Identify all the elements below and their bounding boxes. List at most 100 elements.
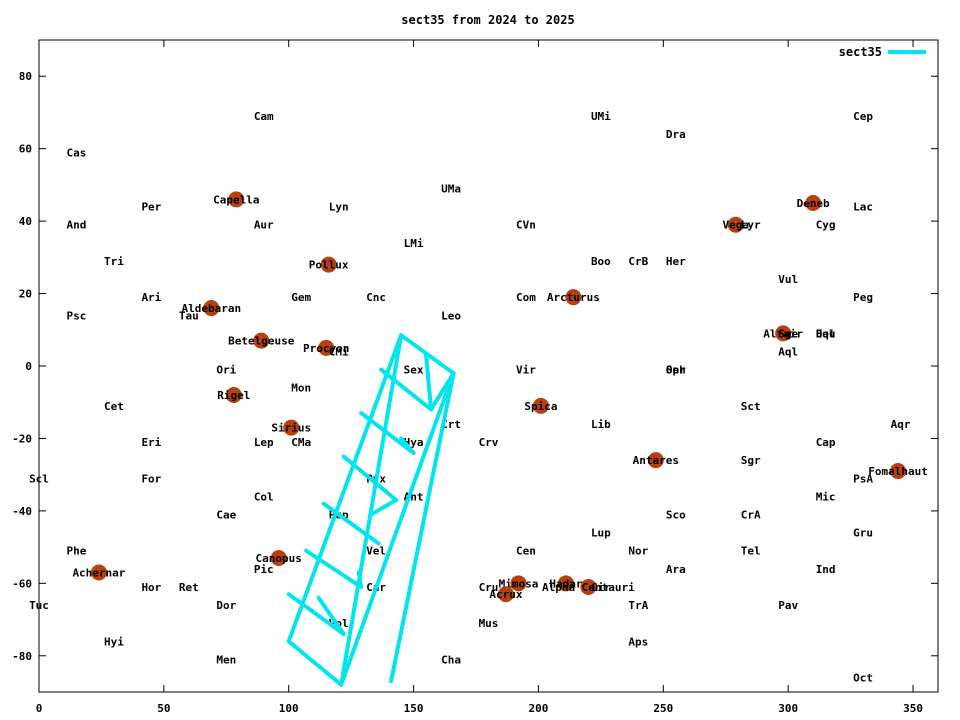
constellation-label: Aps xyxy=(628,635,648,648)
series-segment xyxy=(286,333,404,644)
constellation-label: UMi xyxy=(591,110,611,123)
constellation-label: Equ xyxy=(816,327,836,340)
constellation-label: Crv xyxy=(479,436,499,449)
constellation-label: Pav xyxy=(778,599,798,612)
y-tick-label: -80 xyxy=(12,650,32,663)
constellation-label: Tau xyxy=(179,309,199,322)
constellation-label: Ser xyxy=(666,364,686,377)
constellation-label: TrA xyxy=(628,599,648,612)
constellation-label: Ori xyxy=(216,364,236,377)
constellation-label: Sgr xyxy=(741,454,761,467)
star-marker xyxy=(775,325,792,342)
star-label: Arcturus xyxy=(547,291,600,304)
series-segment xyxy=(379,367,434,412)
constellation-label: Gem xyxy=(291,291,311,304)
star-marker xyxy=(532,397,549,414)
star-marker xyxy=(580,578,597,595)
star-marker xyxy=(320,256,337,273)
constellation-label: CrA xyxy=(741,509,761,522)
constellation-label: CrB xyxy=(628,255,648,268)
constellation-label: Ind xyxy=(816,563,836,576)
constellation-label: Peg xyxy=(853,291,873,304)
constellation-label: Mic xyxy=(816,490,836,503)
series-segment xyxy=(321,501,381,546)
constellation-label: Boo xyxy=(591,255,611,268)
constellation-label: Cet xyxy=(104,400,124,413)
constellation-label: PsA xyxy=(853,472,873,485)
star-marker xyxy=(270,549,287,566)
constellation-label: UMa xyxy=(441,183,461,196)
series-segment xyxy=(359,411,416,455)
y-tick-label: 0 xyxy=(25,360,32,373)
constellation-label: Hyi xyxy=(104,635,124,648)
constellation-label: Vul xyxy=(778,273,798,286)
y-tick-label: -60 xyxy=(12,577,32,590)
constellation-label: Dra xyxy=(666,128,686,141)
star-marker xyxy=(557,575,574,592)
constellation-label: CMi xyxy=(329,346,349,359)
constellation-label: Gru xyxy=(853,527,873,540)
star-label: Canopus xyxy=(256,552,302,565)
constellation-label: Sex xyxy=(404,364,424,377)
constellation-label: Lac xyxy=(853,201,873,214)
star-marker xyxy=(90,564,107,581)
constellation-label: Her xyxy=(666,255,686,268)
star-marker xyxy=(225,386,242,403)
constellation-label: Oph xyxy=(666,364,686,377)
y-tick-label: 60 xyxy=(19,143,32,156)
legend: sect35 xyxy=(839,45,926,59)
star-label: Spica xyxy=(524,400,557,413)
constellation-label: Cas xyxy=(67,146,87,159)
constellation-label: Com xyxy=(516,291,536,304)
constellation-label: Cyg xyxy=(816,219,836,232)
y-tick-label: 40 xyxy=(19,215,32,228)
y-tick-label: -20 xyxy=(12,432,32,445)
constellation-label: Lib xyxy=(591,418,611,431)
constellation-label: Per xyxy=(141,201,161,214)
constellation-label: Phe xyxy=(67,545,87,558)
star-marker xyxy=(497,586,514,603)
constellation-label: Cha xyxy=(441,653,461,666)
constellation-label: Hor xyxy=(141,581,161,594)
star-label: Antares xyxy=(633,454,679,467)
x-tick-label: 100 xyxy=(279,702,299,715)
star-label: Alpha Centauri xyxy=(542,581,635,594)
constellation-label: Aql xyxy=(778,346,798,359)
constellation-label: Ari xyxy=(141,291,161,304)
y-tick-label: -40 xyxy=(12,505,32,518)
constellation-labels: Cam UMi Cep Cas Dra UMa Per Lyn Lac And Aur CVn Cyg L… xyxy=(29,110,911,684)
series-segment xyxy=(304,548,364,589)
constellation-label: Nor xyxy=(628,545,648,558)
star-label: Betelgeuse xyxy=(228,335,295,348)
star-marker xyxy=(203,300,220,317)
star-label: Altair xyxy=(763,327,803,340)
star-label: Procyon xyxy=(303,342,349,355)
constellation-label: Eri xyxy=(141,436,161,449)
constellation-label: Cap xyxy=(816,436,836,449)
series-segment xyxy=(339,333,404,687)
constellation-label: Cen xyxy=(516,545,536,558)
star-label: Rigel xyxy=(217,389,250,402)
chart-title: sect35 from 2024 to 2025 xyxy=(401,13,574,27)
constellation-label: Ret xyxy=(179,581,199,594)
constellation-label: Oct xyxy=(853,672,873,685)
star-label: Vega xyxy=(722,219,749,232)
series-segment xyxy=(286,639,344,687)
star-label: Fomalhaut xyxy=(868,465,928,478)
constellation-label: For xyxy=(141,472,161,485)
constellation-label: Pic xyxy=(254,563,274,576)
constellation-label: Crt xyxy=(441,418,461,431)
x-tick-label: 250 xyxy=(653,702,673,715)
constellation-label: Col xyxy=(254,490,274,503)
constellation-label: Leo xyxy=(441,309,461,322)
constellation-label: Lyr xyxy=(741,219,761,232)
star-marker xyxy=(283,419,300,436)
star-marker xyxy=(805,195,822,211)
constellation-label: Dor xyxy=(216,599,236,612)
constellation-label: Tri xyxy=(104,255,124,268)
constellation-label: Cam xyxy=(254,110,274,123)
star-label: Capella xyxy=(213,193,259,206)
series-segment xyxy=(424,353,434,412)
star-label: Pollux xyxy=(309,259,349,272)
